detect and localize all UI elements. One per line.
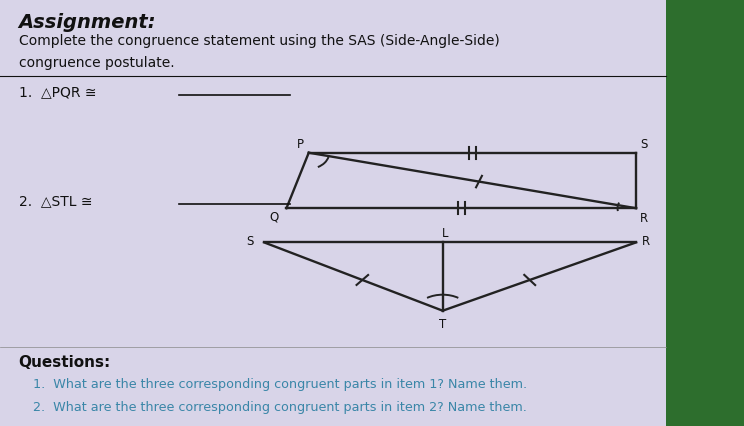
Text: P: P (296, 138, 304, 151)
Bar (666, 0, 744, 426)
Text: S: S (640, 138, 647, 151)
Text: congruence postulate.: congruence postulate. (19, 55, 174, 69)
Text: S: S (246, 235, 254, 248)
Text: Complete the congruence statement using the SAS (Side-Angle-Side): Complete the congruence statement using … (19, 34, 499, 48)
Text: 2.  What are the three corresponding congruent parts in item 2? Name them.: 2. What are the three corresponding cong… (33, 400, 527, 413)
Text: T: T (439, 317, 446, 330)
Text: R: R (640, 211, 648, 224)
Text: Assignment:: Assignment: (19, 13, 156, 32)
Text: Q: Q (269, 210, 278, 223)
Text: Questions:: Questions: (19, 354, 111, 369)
Text: 1.  △PQR ≅: 1. △PQR ≅ (19, 85, 96, 99)
Bar (0, 0, 666, 426)
Text: L: L (442, 226, 449, 239)
Text: R: R (641, 235, 650, 248)
Text: 2.  △STL ≅: 2. △STL ≅ (19, 194, 92, 208)
Text: 1.  What are the three corresponding congruent parts in item 1? Name them.: 1. What are the three corresponding cong… (33, 377, 527, 390)
